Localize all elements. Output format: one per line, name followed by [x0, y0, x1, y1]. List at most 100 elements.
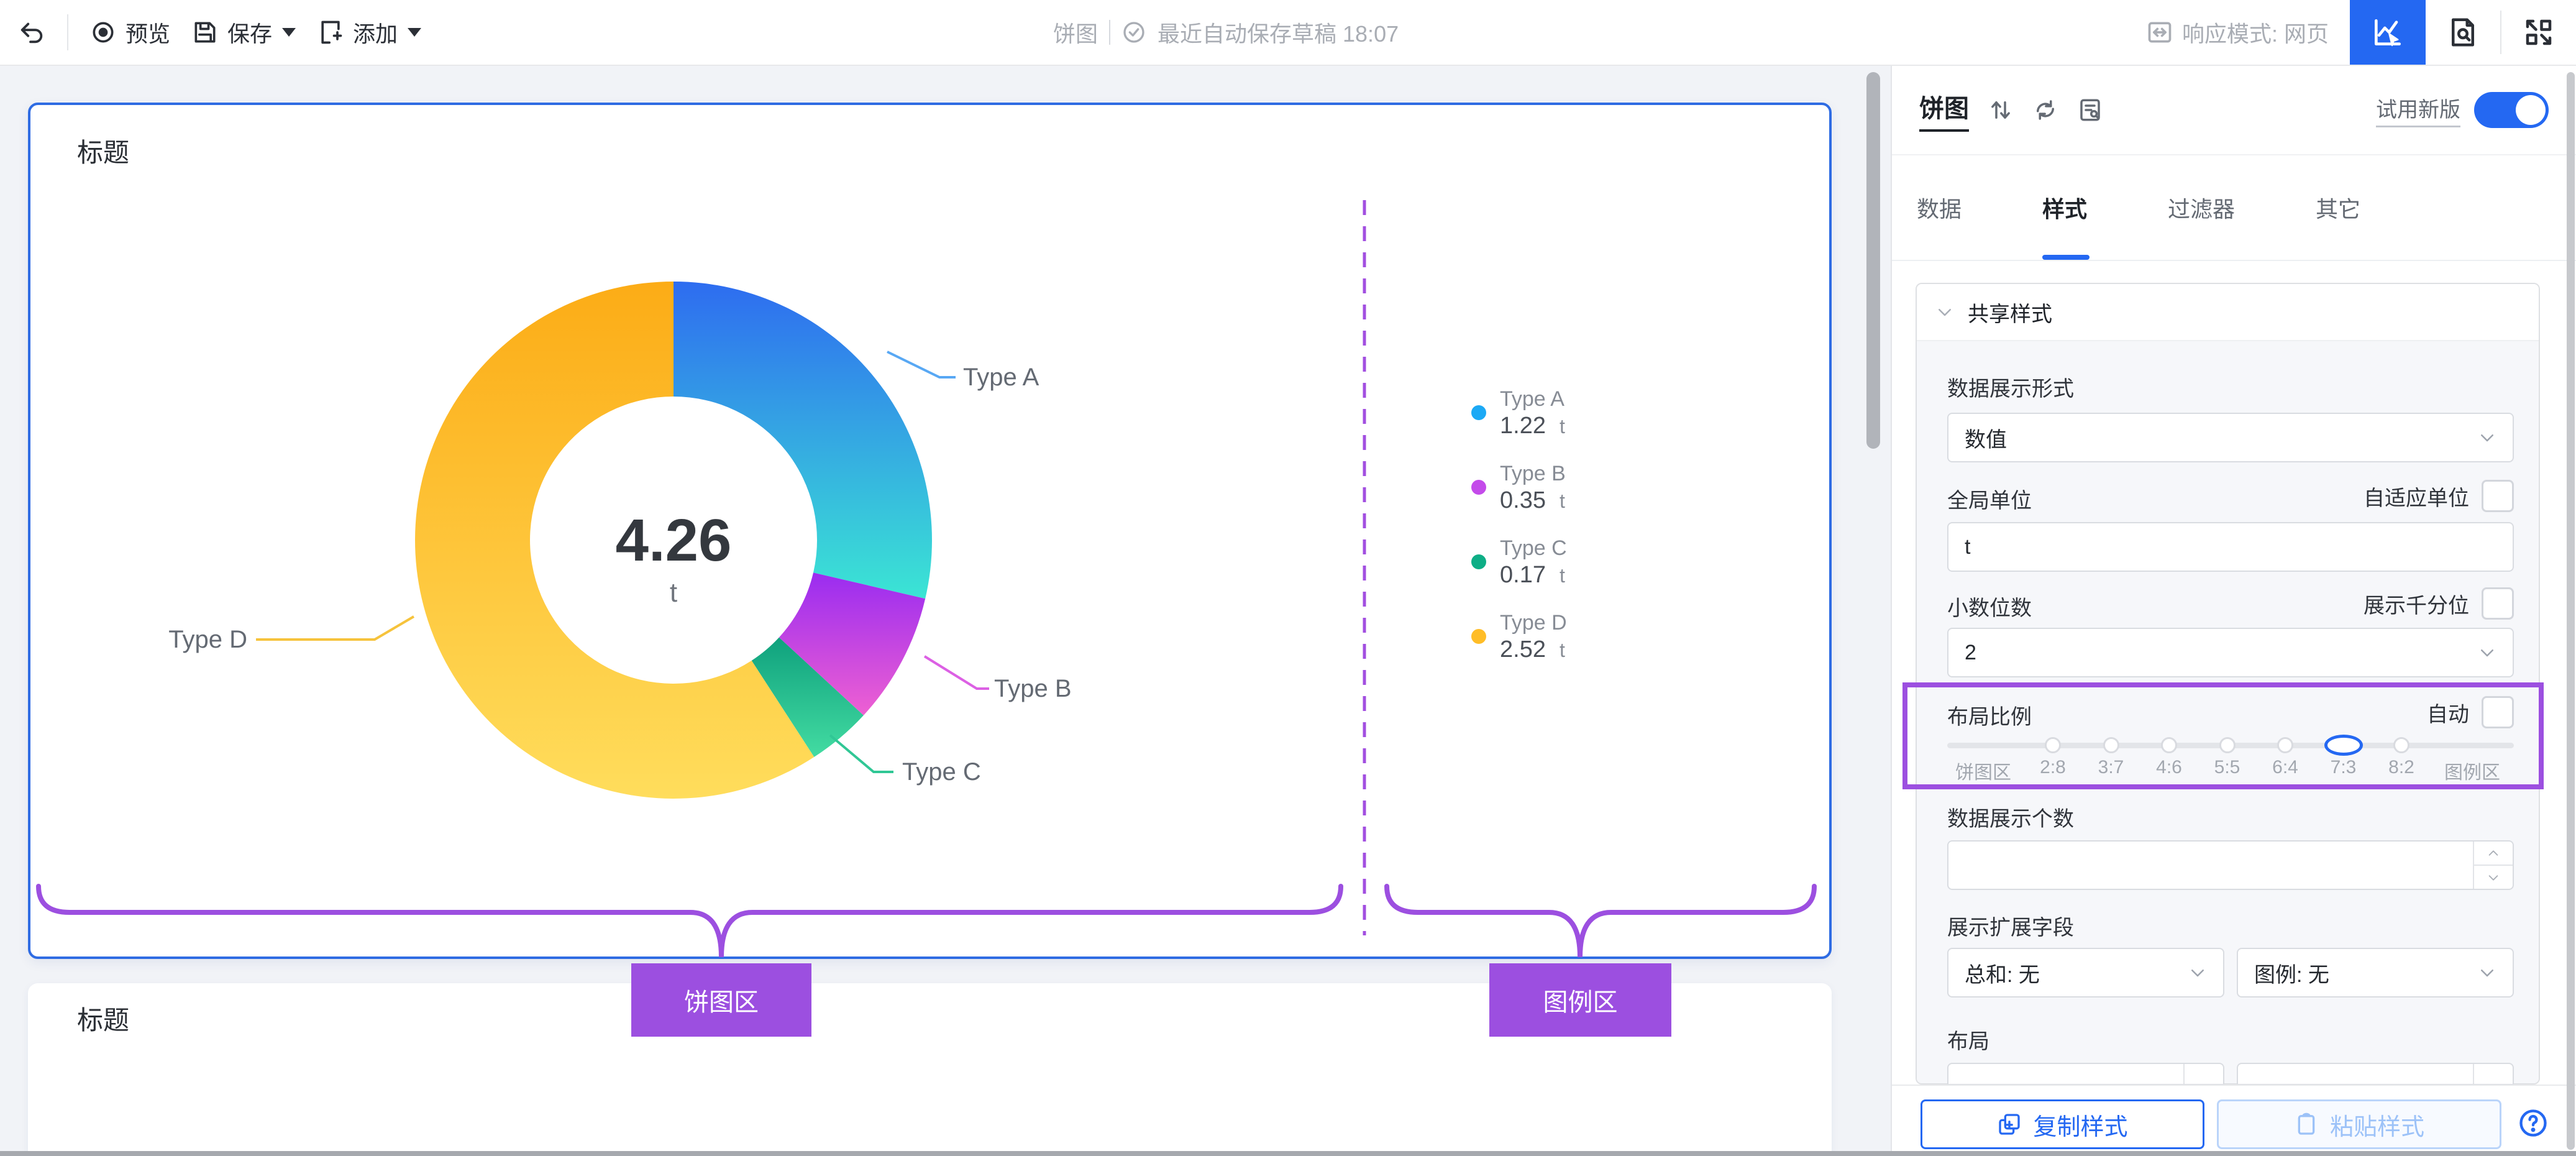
legend-item[interactable]: Type A 1.22 t [1471, 387, 1567, 461]
copy-icon [1999, 1114, 2021, 1135]
extend-field-label: 展示扩展字段 [1947, 916, 2074, 940]
slider-stop[interactable] [2045, 737, 2061, 753]
slider-tick-label: 3:7 [2098, 757, 2124, 778]
chart-name-text: 饼图 [1053, 21, 1098, 47]
slider-tick-label: 4:6 [2156, 757, 2182, 778]
layout-ratio-label: 布局比例 [1947, 705, 2032, 729]
sort-icon[interactable] [1988, 97, 2014, 123]
panel-scrollbar-thumb[interactable] [2567, 72, 2575, 1150]
legend-item[interactable]: Type D 2.52 t [1471, 610, 1567, 685]
tab-style[interactable]: 样式 [2042, 196, 2088, 222]
layout-select-1[interactable] [1947, 1063, 2224, 1085]
legend-dot-icon [1471, 405, 1486, 420]
slider-tick-label: 饼图区 [1955, 763, 2011, 783]
slider-tick-label: 6:4 [2272, 757, 2298, 778]
display-format-select[interactable]: 数值 [1947, 413, 2514, 462]
panel-tabs: 数据 样式 过滤器 其它 [1892, 155, 2576, 261]
adaptive-unit-label: 自适应单位 [2364, 486, 2469, 510]
paste-style-label: 粘贴样式 [2329, 1114, 2424, 1140]
pie-slice-type-a[interactable] [674, 282, 932, 599]
layout-select-2[interactable] [2237, 1063, 2514, 1085]
toggle-knob [2516, 95, 2546, 125]
legend-dot-icon [1471, 629, 1486, 644]
tab-filter[interactable]: 过滤器 [2168, 196, 2236, 222]
top-toolbar: 预览 保存 添加 饼图 最近自动保存草稿 18:07 [0, 0, 2576, 66]
legend-unit: t [1559, 490, 1565, 512]
legend-name: Type C [1500, 536, 1567, 560]
save-button[interactable]: 保存 [191, 16, 296, 48]
pie-area-annotation-label: 饼图区 [631, 963, 811, 1037]
responsive-label: 响应模式: 网页 [2181, 21, 2329, 47]
legend-dot-icon [1471, 554, 1486, 569]
donut-center-total: 4.26 t [616, 509, 732, 608]
slider-tick-label: 8:2 [2388, 757, 2414, 778]
thousand-checkbox[interactable] [2482, 587, 2514, 620]
style-settings-panel: 饼图 试用新版 数据 样式 过滤器 其它 共享样式 [1892, 66, 2576, 1156]
auto-checkbox[interactable] [2482, 696, 2514, 728]
tab-other[interactable]: 其它 [2316, 196, 2361, 222]
pie-slice-type-c[interactable] [751, 637, 864, 758]
slider-handle-selected[interactable] [2324, 735, 2363, 756]
doc-preview-button[interactable] [2426, 0, 2500, 65]
chevron-down-icon [2191, 970, 2204, 977]
slider-stop[interactable] [2103, 737, 2119, 753]
try-new-version-toggle[interactable] [2474, 92, 2549, 128]
preview-button[interactable]: 预览 [89, 16, 170, 48]
legend-unit: t [1559, 564, 1565, 587]
total-unit: t [669, 577, 678, 608]
toolbar-divider-2 [2500, 11, 2501, 54]
slider-tick-label: 5:5 [2214, 757, 2240, 778]
pie-slice-type-d[interactable] [415, 282, 815, 799]
global-unit-input[interactable]: t [1947, 522, 2514, 572]
decimal-select[interactable]: 2 [1947, 628, 2514, 677]
legend-value: 0.17 [1500, 562, 1546, 588]
tab-data[interactable]: 数据 [1917, 196, 1962, 222]
display-format-value: 数值 [1965, 428, 2007, 452]
chart-legend: Type A 1.22 t Type B 0.35 t Type C 0.17 t T… [1471, 387, 1567, 685]
slider-stop[interactable] [2277, 737, 2293, 753]
slider-stop[interactable] [2393, 737, 2409, 753]
spinner-down-button[interactable] [2474, 866, 2513, 889]
line-chart-icon [2375, 19, 2401, 47]
paste-clipboard-icon [2298, 1112, 2315, 1135]
help-button[interactable] [2517, 1107, 2549, 1139]
legend-unit: t [1559, 415, 1565, 438]
slider-stop[interactable] [2161, 737, 2177, 753]
legend-item[interactable]: Type B 0.35 t [1471, 461, 1567, 536]
legend-item[interactable]: Type C 0.17 t [1471, 536, 1567, 610]
data-count-input[interactable] [1947, 840, 2514, 890]
sum-select[interactable]: 总和: 无 [1947, 948, 2224, 998]
spinner-up-button[interactable] [2474, 842, 2513, 866]
shared-style-header[interactable]: 共享样式 [1917, 284, 2539, 341]
preview-label: 预览 [126, 21, 171, 47]
paste-style-button[interactable]: 粘贴样式 [2217, 1099, 2501, 1149]
responsive-mode[interactable]: 响应模式: 网页 [2146, 16, 2329, 48]
template-icon[interactable] [2077, 97, 2103, 123]
thousand-label: 展示千分位 [2364, 594, 2469, 618]
responsive-icon [2148, 22, 2172, 43]
data-count-label: 数据展示个数 [1947, 807, 2074, 831]
decimal-label: 小数位数 [1947, 597, 2032, 620]
adaptive-unit-checkbox[interactable] [2482, 480, 2514, 512]
legend-value: 1.22 [1500, 413, 1546, 439]
panel-split-divider [1891, 66, 1892, 1156]
copy-style-button[interactable]: 复制样式 [1921, 1099, 2204, 1149]
legend-value: 0.35 [1500, 487, 1546, 513]
refresh-icon[interactable] [2032, 97, 2058, 123]
undo-button[interactable] [17, 18, 46, 47]
slider-stop[interactable] [2219, 737, 2236, 753]
chart-edit-mode-button[interactable] [2350, 0, 2426, 65]
pie-slice-type-b[interactable] [779, 572, 926, 715]
chevron-down-icon [1939, 309, 1951, 316]
legend-value: 2.52 [1500, 636, 1546, 663]
display-format-label: 数据展示形式 [1947, 377, 2074, 401]
number-spinner [2473, 842, 2513, 889]
add-button[interactable]: 添加 [317, 16, 422, 48]
panel-chart-title[interactable]: 饼图 [1919, 88, 1969, 132]
fullscreen-button[interactable] [2501, 0, 2576, 65]
copy-style-label: 复制样式 [2033, 1114, 2128, 1140]
legend-field-value: 图例: 无 [2254, 963, 2329, 987]
canvas-scrollbar-thumb[interactable] [1866, 72, 1880, 449]
legend-field-select[interactable]: 图例: 无 [2237, 948, 2514, 998]
